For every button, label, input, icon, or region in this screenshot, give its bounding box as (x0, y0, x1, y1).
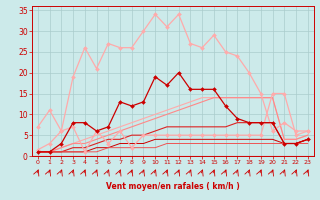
X-axis label: Vent moyen/en rafales ( km/h ): Vent moyen/en rafales ( km/h ) (106, 182, 240, 191)
